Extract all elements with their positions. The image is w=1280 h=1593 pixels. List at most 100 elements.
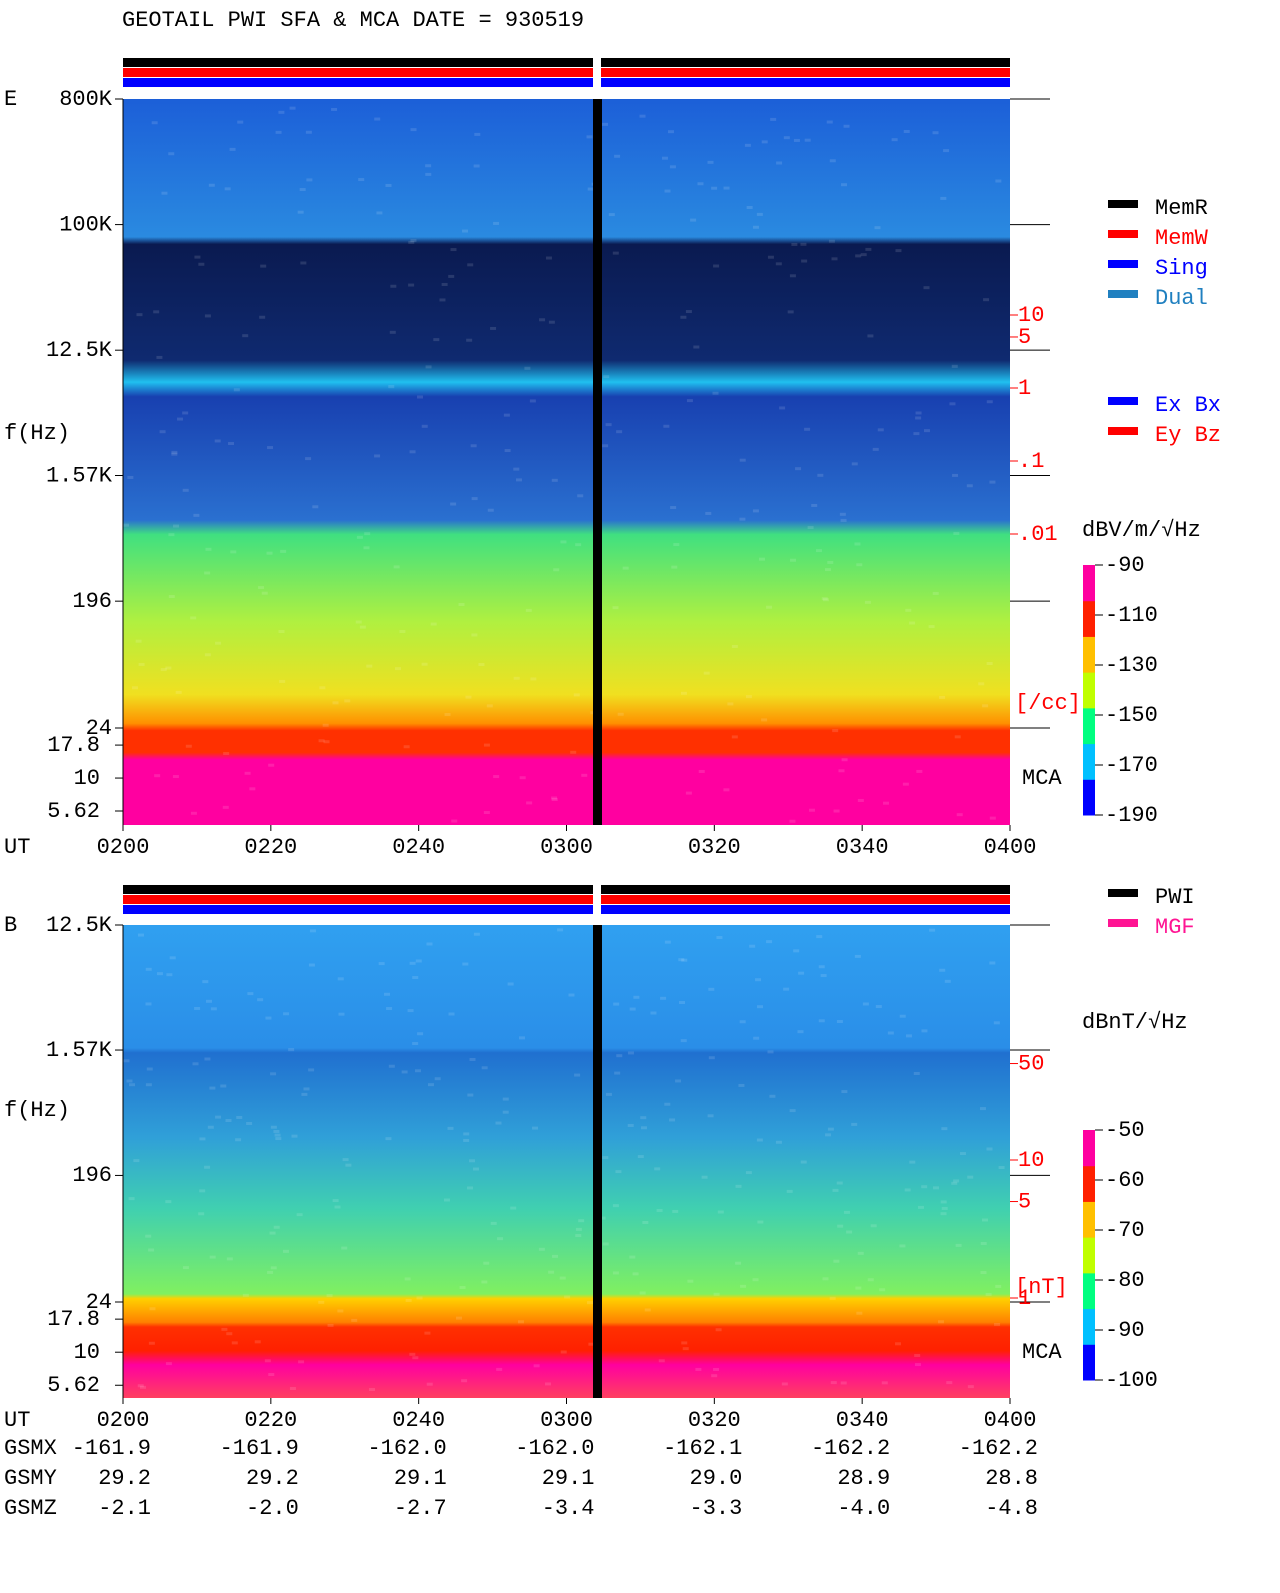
orbit-value: -161.9 (72, 1436, 151, 1461)
spectrogram-texture (283, 1012, 289, 1015)
spectrogram-texture (879, 1288, 885, 1291)
spectrogram-texture (704, 672, 710, 675)
spectrogram-texture (465, 696, 471, 699)
orbit-row-label: GSMZ (4, 1496, 57, 1521)
spectrogram-texture (290, 107, 296, 110)
spectrogram-texture (933, 131, 939, 134)
spectrogram-texture (410, 239, 416, 242)
spectrogram-texture (675, 1079, 681, 1082)
y2-tick-label: 50 (1018, 1051, 1044, 1076)
spectrogram-texture (194, 1007, 200, 1010)
spectrogram-texture (424, 1332, 430, 1335)
spectrogram-texture (832, 729, 838, 732)
spectrogram-texture (279, 680, 285, 683)
spectrogram-texture (669, 1118, 675, 1121)
spectrogram-texture (532, 1127, 538, 1130)
x-tick-label: 0340 (836, 1408, 889, 1433)
spectrogram-texture (753, 1037, 759, 1040)
legend-label: MemR (1155, 196, 1208, 221)
spectrogram-texture (856, 1312, 862, 1315)
spectrogram-texture (613, 1204, 619, 1207)
colorbar-segment (1083, 1130, 1095, 1166)
spectrogram-texture (978, 682, 984, 685)
spectrogram-texture (127, 476, 133, 479)
spectrogram-texture (995, 180, 1001, 183)
spectrogram-texture (170, 956, 176, 959)
spectrogram-texture (461, 1379, 467, 1382)
spectrogram-texture (145, 1002, 151, 1005)
spectrogram-texture (895, 1342, 901, 1345)
spectrogram-texture (768, 256, 774, 259)
mca-label: MCA (1022, 1340, 1062, 1365)
spectrogram-texture (982, 1218, 988, 1221)
data-gap (593, 925, 602, 1398)
spectrogram-texture (713, 392, 719, 395)
spectrogram-texture (230, 148, 236, 151)
spectrogram-texture (351, 1319, 357, 1322)
spectrogram-texture (309, 964, 315, 967)
spectrogram-texture (673, 543, 679, 546)
spectrogram-texture (817, 474, 823, 477)
spectrogram-texture (169, 595, 175, 598)
spectrogram-texture (865, 601, 871, 604)
spectrogram-texture (173, 775, 179, 778)
spectrogram-texture (265, 1017, 271, 1020)
spectrogram-texture (487, 704, 493, 707)
spectrogram-texture (645, 1308, 651, 1311)
spectrogram-texture (471, 444, 477, 447)
spectrogram-texture (483, 1262, 489, 1265)
spectrogram-texture (168, 152, 174, 155)
spectrogram-texture (989, 961, 995, 964)
spectrogram-texture (828, 1128, 834, 1131)
orbit-value: -2.0 (246, 1496, 299, 1521)
spectrogram-texture (243, 1294, 249, 1297)
spectrogram-texture (747, 206, 753, 209)
spectrogram-texture (267, 1271, 273, 1274)
spectrogram-texture (411, 128, 417, 131)
spectrogram-texture (939, 696, 945, 699)
spectrogram-texture (260, 265, 266, 268)
spectrogram-texture (206, 1000, 212, 1003)
mca-tick-label: 17.8 (47, 733, 100, 758)
spectrogram-texture (422, 425, 428, 428)
legend-label: Dual (1155, 286, 1208, 311)
spectrogram-texture (680, 316, 686, 319)
spectrogram-texture (844, 125, 850, 128)
spectrogram-texture (467, 263, 473, 266)
spectrogram-texture (242, 334, 248, 337)
spectrogram-texture (819, 1019, 825, 1022)
spectrogram-texture (331, 108, 337, 111)
y-tick-label: 800K (59, 87, 113, 112)
spectrogram-texture (789, 820, 795, 823)
spectrogram-texture (681, 692, 687, 695)
spectrogram-texture (449, 1012, 455, 1015)
spectrogram-texture (941, 1212, 947, 1215)
spectrogram-texture (693, 346, 699, 349)
spectrogram-texture (633, 1272, 639, 1275)
spectrogram-texture (986, 1148, 992, 1151)
spectrogram-texture (255, 1340, 261, 1343)
orbit-value: 29.2 (98, 1466, 151, 1491)
spectrogram-texture (504, 414, 510, 417)
legend-label: Ey Bz (1155, 423, 1221, 448)
spectrogram-texture (364, 532, 370, 535)
spectrogram-texture (291, 1135, 297, 1138)
spectrogram-texture (456, 1317, 462, 1320)
spectrogram-texture (798, 972, 804, 975)
spectrogram-texture (834, 810, 840, 813)
x-tick-label: 0200 (97, 1408, 150, 1433)
spectrogram-texture (310, 929, 316, 932)
orbit-value: -162.0 (367, 1436, 446, 1461)
spectrogram-texture (727, 702, 733, 705)
spectrogram-texture (324, 740, 330, 743)
y-axis-label: f(Hz) (4, 421, 70, 446)
spectrogram-texture (495, 1122, 501, 1125)
orbit-value: 29.1 (542, 1466, 595, 1491)
spectrogram-texture (690, 219, 696, 222)
spectrogram-texture (156, 356, 162, 359)
spectrogram-texture (909, 1161, 915, 1164)
spectrogram-texture (956, 1244, 962, 1247)
spectrogram-texture (154, 774, 160, 777)
spectrogram-texture (941, 1200, 947, 1203)
spectrogram-texture (906, 1034, 912, 1037)
